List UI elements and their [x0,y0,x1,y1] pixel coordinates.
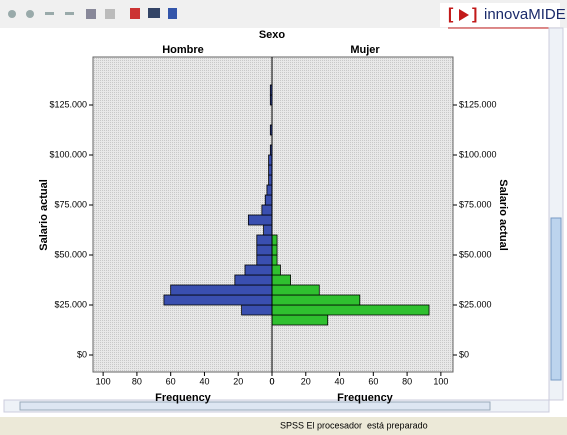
y-tick-label: $25.000 [459,299,492,309]
logo-bracket: ] [472,6,477,23]
x-tick-label: 40 [199,376,209,386]
panel-label: Mujer [350,44,380,56]
bar [271,254,278,266]
x-axis-label: Frequency [155,392,212,404]
logo-bracket: [ [448,6,454,23]
bar [261,204,273,216]
bar [271,234,278,246]
bar [271,294,361,306]
bar [163,294,273,306]
x-tick-label: 20 [233,376,243,386]
bar [256,244,273,256]
y-tick-label: $0 [77,349,87,359]
bar [264,194,273,206]
v-scroll-thumb[interactable] [550,217,562,381]
y-tick-label: $0 [459,349,469,359]
x-tick-label: 60 [368,376,378,386]
panel-label: Hombre [162,44,204,56]
y-tick-label: $25.000 [54,299,87,309]
x-axis-label: Frequency [337,392,394,404]
logo-text: innovaMIDE [484,6,566,23]
bar [268,164,273,176]
y-tick-label: $125.000 [49,99,87,109]
bar [271,274,291,286]
h-scroll-thumb[interactable] [19,401,491,411]
x-tick-label: 100 [433,376,448,386]
y-tick-label: $50.000 [459,249,492,259]
x-tick-label: 20 [301,376,311,386]
bar [244,264,273,276]
y-tick-label: $75.000 [459,199,492,209]
bar [266,184,273,196]
x-tick-label: 100 [96,376,111,386]
y-tick-label: $125.000 [459,99,497,109]
bar [170,284,273,296]
bar [247,214,273,226]
status-text: SPSS El procesador está preparado [280,420,428,430]
bar [268,154,273,166]
x-tick-label: 80 [132,376,142,386]
y-tick-label: $50.000 [54,249,87,259]
y-axis-label: Salario actual [497,179,509,251]
bar [271,284,320,296]
x-tick-label: 40 [335,376,345,386]
bar [271,244,278,256]
y-tick-label: $100.000 [49,149,87,159]
bar [271,264,281,276]
status-bar [0,417,567,435]
toolbar-icons[interactable] [8,8,177,19]
x-tick-label: 0 [269,376,274,386]
bar [263,224,273,236]
y-tick-label: $100.000 [459,149,497,159]
bar [241,304,273,316]
x-tick-label: 0 [269,376,274,386]
bar [256,234,273,246]
bar [256,254,273,266]
bar [268,174,273,186]
y-axis-label: Salario actual [38,179,50,251]
y-tick-label: $75.000 [54,199,87,209]
bar [271,314,329,326]
x-tick-label: 60 [166,376,176,386]
bar [271,304,430,316]
chart-title: Sexo [259,29,286,41]
x-tick-label: 80 [402,376,412,386]
logo-play [459,9,469,21]
bar [234,274,273,286]
